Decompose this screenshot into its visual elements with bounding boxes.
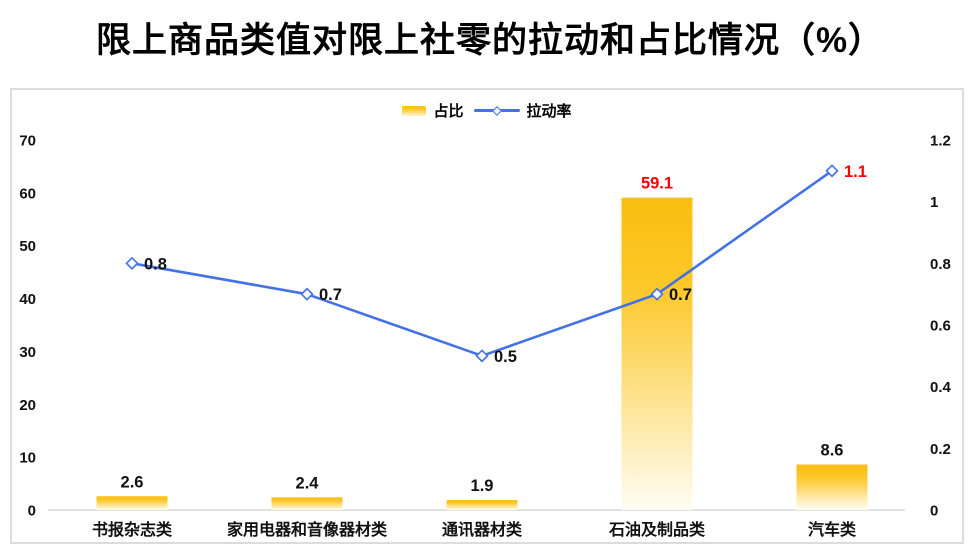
legend-item-line: 拉动率 — [473, 100, 572, 121]
combo-chart: 0 10 20 30 40 50 60 70 0 0.2 0.4 0.6 0.8 1 1.2 2.6 2.4 1.… — [19, 133, 952, 540]
chart-box: 占比 拉动率 0 10 20 30 40 50 60 70 0 0.2 0.4 0.6 0.8 1 1.2 2… — [10, 88, 964, 544]
legend-item-bar: 占比 — [402, 100, 464, 121]
left-axis-tick: 60 — [19, 185, 36, 202]
line-value-label: 0.7 — [669, 286, 692, 304]
bar-1 — [271, 497, 343, 510]
line-marker-icon — [473, 105, 520, 116]
bar-value-label: 1.9 — [471, 477, 494, 495]
trend-line — [130, 169, 834, 358]
bar-swatch-icon — [402, 105, 427, 116]
line-marker — [125, 256, 139, 270]
left-axis-tick: 70 — [19, 133, 36, 150]
bar-2 — [446, 499, 518, 510]
line-marker — [650, 287, 664, 301]
category-label: 石油及制品类 — [608, 520, 706, 539]
line-value-label: 0.5 — [494, 348, 517, 366]
right-axis-tick: 0.8 — [930, 256, 951, 273]
left-axis-tick: 0 — [28, 503, 36, 520]
bar-0 — [96, 496, 168, 510]
right-axis-tick: 0 — [930, 503, 938, 520]
bar-value-label: 8.6 — [821, 442, 844, 460]
category-label: 通讯器材类 — [442, 520, 523, 539]
bar-3 — [621, 197, 693, 510]
left-axis-tick: 40 — [19, 291, 36, 308]
line-value-label: 1.1 — [844, 163, 867, 181]
legend: 占比 拉动率 — [12, 100, 962, 121]
right-axis-tick: 1.2 — [930, 133, 951, 150]
right-axis-tick: 0.6 — [930, 318, 951, 335]
category-label: 家用电器和音像器材类 — [227, 520, 388, 539]
line-marker — [300, 287, 314, 301]
bar-value-label: 2.4 — [296, 474, 320, 492]
right-axis-tick: 1 — [930, 194, 938, 211]
bar-value-label: 2.6 — [121, 473, 144, 491]
line-marker — [475, 349, 489, 363]
category-label: 书报杂志类 — [92, 520, 173, 539]
bar-4 — [796, 464, 868, 510]
left-axis-tick: 20 — [19, 397, 36, 414]
line-marker — [825, 164, 839, 178]
bar-value-label: 59.1 — [641, 175, 673, 193]
legend-label-bar: 占比 — [433, 103, 464, 120]
left-axis-tick: 50 — [19, 238, 36, 255]
left-axis-tick: 10 — [19, 450, 36, 467]
right-axis-tick: 0.4 — [930, 379, 952, 396]
line-value-label: 0.8 — [144, 255, 167, 273]
chart-title: 限上商品类值对限上社零的拉动和占比情况（%） — [95, 21, 885, 60]
left-axis-tick: 30 — [19, 344, 36, 361]
category-label: 汽车类 — [808, 520, 857, 539]
legend-label-line: 拉动率 — [526, 103, 572, 120]
right-axis-tick: 0.2 — [930, 441, 951, 458]
line-value-label: 0.7 — [319, 286, 342, 304]
